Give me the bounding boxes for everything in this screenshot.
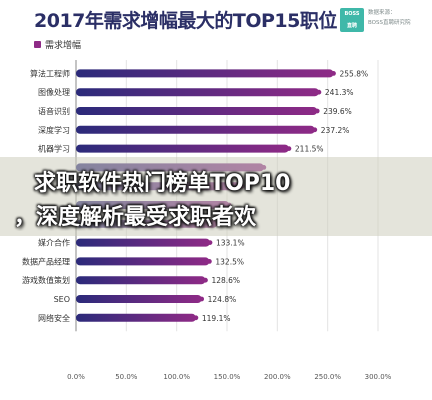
bar (76, 107, 318, 115)
category-label: 深度学习 (38, 125, 70, 135)
value-label: 239.6% (323, 107, 352, 116)
bar (76, 257, 210, 266)
bar (76, 125, 315, 134)
category-label: 媒介合作 (38, 238, 70, 248)
x-tick-label: 0.0% (67, 373, 85, 381)
value-label: 133.1% (216, 239, 245, 248)
bar (76, 276, 206, 285)
category-label: 语音识别 (38, 106, 70, 116)
x-tick-label: 250.0% (314, 373, 341, 381)
value-label: 255.8% (340, 69, 369, 78)
chart-legend: 需求增幅 (34, 38, 81, 51)
value-label: 132.5% (215, 257, 244, 266)
value-label: 124.8% (208, 295, 237, 304)
bar-end-dot (203, 277, 208, 283)
category-label: 算法工程师 (30, 68, 70, 78)
brand-text: 数据来源： BOSS直聘研究院 (368, 10, 411, 26)
chart-title: 2017年需求增幅最大的TOP15职位 (34, 10, 337, 32)
bar-end-dot (316, 89, 322, 95)
bar-end-dot (331, 71, 336, 76)
legend-label: 需求增幅 (45, 41, 82, 51)
bar (76, 313, 196, 322)
brand-watermark: BOSS 直聘 数据来源： BOSS直聘研究院 (340, 8, 411, 32)
value-label: 211.5% (295, 145, 324, 154)
x-tick-label: 300.0% (365, 373, 392, 381)
banner-line-2: ，深度解析最受求职者欢 (14, 205, 257, 230)
category-label: 图像处理 (38, 87, 70, 97)
category-label: 机器学习 (38, 144, 70, 154)
value-label: 128.6% (211, 276, 240, 285)
category-label: SEO (54, 295, 70, 304)
bar (76, 144, 289, 153)
value-label: 237.2% (321, 126, 350, 135)
category-label: 游戏数值策划 (22, 275, 70, 285)
boss-logo-icon: BOSS 直聘 (340, 8, 364, 32)
x-tick-label: 50.0% (115, 373, 138, 381)
bar (76, 295, 202, 303)
x-tick-label: 150.0% (214, 373, 241, 381)
bar-end-dot (206, 259, 212, 264)
category-label: 数据产品经理 (22, 256, 70, 266)
bar (76, 69, 334, 78)
legend-swatch (34, 41, 41, 48)
bar-end-dot (314, 108, 320, 114)
bar-end-dot (312, 127, 318, 133)
bar (76, 88, 319, 97)
x-tick-label: 100.0% (163, 373, 190, 381)
bar-end-dot (199, 296, 205, 302)
category-label: 网络安全 (38, 313, 70, 323)
bar-end-dot (286, 146, 292, 152)
bar-end-dot (207, 240, 213, 246)
bar (76, 238, 210, 247)
bar-end-dot (193, 315, 199, 321)
value-label: 119.1% (202, 314, 231, 323)
banner-line-1: 求职软件热门榜单TOP10 (34, 171, 291, 196)
value-label: 241.3% (325, 88, 354, 97)
overlay-banner: 求职软件热门榜单TOP10 ，深度解析最受求职者欢 (0, 157, 432, 236)
x-tick-label: 200.0% (264, 373, 291, 381)
